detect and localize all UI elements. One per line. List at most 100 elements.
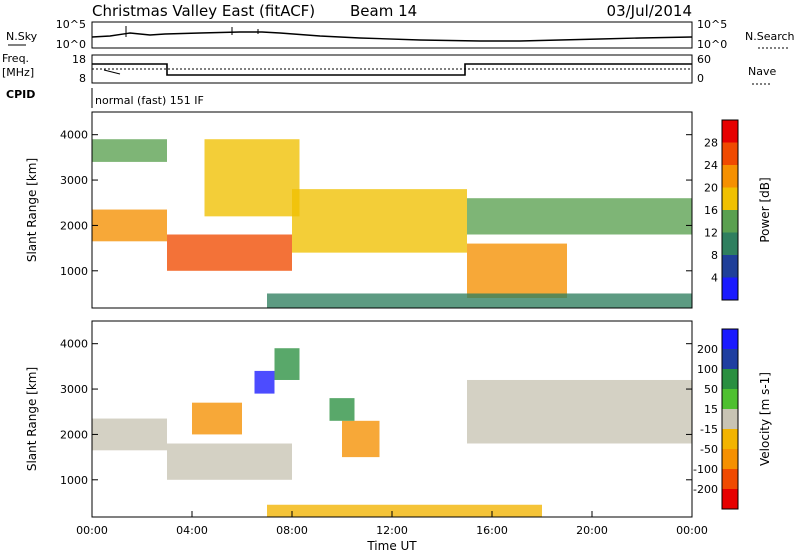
power-band-6 [467,198,692,235]
power-frame [91,111,693,309]
velocity-colorbar: 200 100 50 15 -15 -50 -100 -200 [693,328,739,510]
velocity-y-tick-label-1: 2000 [60,428,88,441]
velocity-colorbar-segment-6 [722,449,738,469]
power-colorbar: 4 8 12 16 20 24 28 [704,119,739,301]
station-title: Christmas Valley East (fitACF) [92,2,315,20]
velocity-colorbar-frame [721,328,739,510]
velocity-y-axis-label: Slant Range [km] [25,367,39,471]
velocity-bands [92,348,692,517]
power-y-tick-label-1: 2000 [60,219,88,232]
velocity-y-tick-label-3: 4000 [60,338,88,351]
velocity-colorbar-segment-1 [722,349,738,369]
velocity-y-tick-label-2: 3000 [60,383,88,396]
time-axis-label: Time UT [366,539,417,553]
velocity-band-6 [329,398,355,421]
frequency-tick-bottom: 8 [79,72,86,85]
power-y-tick-label-0: 1000 [60,265,88,278]
velocity-colorbar-tick-1: 100 [697,363,718,376]
velocity-colorbar-segment-3 [722,389,738,409]
velocity-band-2 [192,402,242,435]
power-y-tick-label-2: 3000 [60,174,88,187]
cpid-panel: CPID normal (fast) 151 IF [6,88,204,108]
power-band-4 [292,189,467,253]
velocity-colorbar-tick-5: -50 [700,443,718,456]
noise-sky-trace [91,31,693,42]
velocity-colorbar-segment-5 [722,429,738,449]
power-y-tick-label-3: 4000 [60,129,88,142]
power-colorbar-frame [721,119,739,301]
power-band-3 [204,139,300,217]
date-label: 03/Jul/2014 [607,2,692,20]
velocity-colorbar-tick-3: 15 [704,403,718,416]
velocity-colorbar-tick-0: 200 [697,343,718,356]
velocity-colorbar-segment-2 [722,369,738,389]
noise-right-label: N.Search [745,30,795,43]
time-tick-label-5: 20:00 [576,524,608,537]
frequency-panel: Freq. [MHz] 18 8 Nave 60 0 [2,52,776,85]
power-panel: 1000 2000 3000 4000 Slant Range [km] 4 8 12 16… [25,111,772,309]
power-colorbar-tick-2: 12 [704,227,718,240]
noise-panel: N.Sky 10^5 10^0 N.Search 10^5 10^0 [6,18,795,51]
velocity-y-tick-label-0: 1000 [60,474,88,487]
frequency-trace [92,63,692,76]
nave-tick-top: 60 [697,53,711,66]
velocity-colorbar-label: Velocity [m s-1] [758,372,772,466]
power-colorbar-tick-1: 8 [711,249,718,262]
velocity-colorbar-segment-4 [722,409,738,429]
time-tick-label-2: 08:00 [276,524,308,537]
noise-left-tick-top: 10^5 [56,18,86,31]
power-band-5 [467,243,567,299]
power-colorbar-segment-6 [722,255,738,278]
velocity-colorbar-segment-7 [722,469,738,489]
power-colorbar-tick-4: 20 [704,182,718,195]
power-colorbar-tick-6: 28 [704,137,718,150]
velocity-band-0 [92,418,167,451]
power-band-2 [167,234,292,271]
frequency-tick-top: 18 [72,53,86,66]
beam-label: Beam 14 [350,2,417,20]
velocity-colorbar-tick-7: -200 [693,483,718,496]
time-axis: 00:00 04:00 08:00 12:00 16:00 20:00 00:00 [76,511,708,537]
velocity-colorbar-segment-0 [722,329,738,349]
power-colorbar-tick-3: 16 [704,204,718,217]
power-colorbar-segment-2 [722,165,738,188]
power-colorbar-tick-0: 4 [711,272,718,285]
velocity-band-4 [274,348,300,380]
noise-left-label: N.Sky [6,30,38,43]
noise-frame [91,21,693,49]
power-band-0 [92,209,167,242]
power-colorbar-segment-3 [722,187,738,210]
velocity-y-ticks: 1000 2000 3000 4000 [60,338,692,487]
frequency-label-1: Freq. [2,52,29,65]
cpid-label: CPID [6,88,35,101]
power-colorbar-segment-7 [722,277,738,300]
time-tick-label-1: 04:00 [176,524,208,537]
velocity-band-8 [267,504,542,517]
cpid-program: normal (fast) 151 IF [95,94,204,107]
nave-label: Nave [748,65,776,78]
power-bands [92,139,692,308]
power-colorbar-segment-1 [722,142,738,165]
power-colorbar-tick-5: 24 [704,159,718,172]
power-colorbar-segment-0 [722,120,738,143]
noise-left-tick-bottom: 10^0 [56,38,86,51]
power-band-7 [267,293,692,308]
nave-tick-bottom: 0 [697,72,704,85]
velocity-colorbar-tick-6: -100 [693,463,718,476]
power-band-1 [92,139,167,162]
velocity-panel: 1000 2000 3000 4000 Slant Range [km] 200 100… [25,320,772,518]
time-tick-label-0: 00:00 [76,524,108,537]
velocity-band-3 [254,370,275,394]
velocity-colorbar-tick-2: 50 [704,383,718,396]
power-y-axis-label: Slant Range [km] [25,158,39,262]
velocity-colorbar-segment-8 [722,489,738,509]
frequency-label-2: [MHz] [2,66,34,79]
velocity-band-7 [467,379,692,444]
velocity-colorbar-tick-4: -15 [700,423,718,436]
velocity-band-1 [167,443,292,480]
velocity-band-5 [342,420,380,458]
time-tick-label-6: 00:00 [676,524,708,537]
time-tick-label-3: 12:00 [376,524,408,537]
noise-right-tick-bottom: 10^0 [697,38,727,51]
